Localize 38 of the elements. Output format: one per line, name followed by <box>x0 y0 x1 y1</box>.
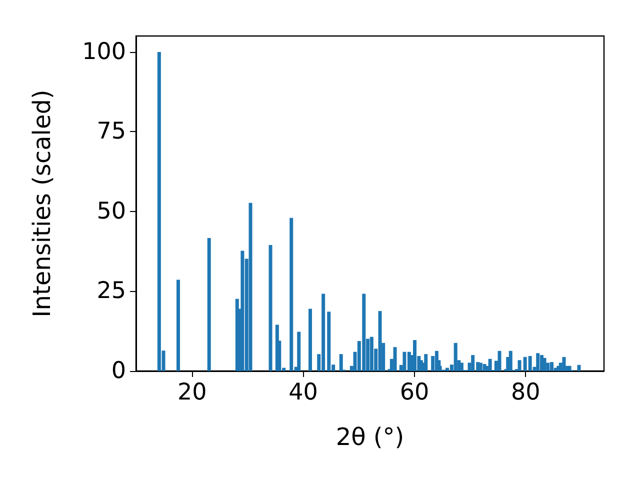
bar <box>370 336 374 371</box>
bar <box>577 364 581 371</box>
bar <box>412 340 416 371</box>
bar <box>550 362 554 371</box>
bar <box>478 362 482 371</box>
bar <box>460 362 464 371</box>
bar <box>454 342 458 371</box>
bar <box>446 368 450 371</box>
bar <box>297 332 301 371</box>
bar <box>508 350 512 371</box>
bar <box>268 244 272 371</box>
x-tick-label: 20 <box>177 380 207 406</box>
bar <box>518 360 522 371</box>
bar <box>568 366 572 371</box>
bar <box>542 358 546 371</box>
bar <box>176 280 180 371</box>
bar <box>339 354 343 371</box>
bar <box>248 202 252 371</box>
y-tick-label: 25 <box>96 278 126 304</box>
y-tick-label: 50 <box>96 198 126 224</box>
bar <box>498 350 502 371</box>
bar <box>290 218 294 371</box>
y-tick-label: 0 <box>111 358 126 384</box>
bar <box>536 353 540 371</box>
bar <box>207 238 211 371</box>
bar <box>488 358 492 371</box>
x-tick-label: 40 <box>288 380 318 406</box>
y-tick-label: 100 <box>82 38 126 65</box>
x-axis-title: 2θ (°) <box>336 423 404 451</box>
y-tick-label: 75 <box>96 118 126 145</box>
bar <box>308 308 312 371</box>
bar <box>562 356 566 371</box>
x-tick-label: 60 <box>400 380 430 406</box>
bar <box>378 311 382 371</box>
y-axis-title: Intensities (scaled) <box>28 90 56 318</box>
bar <box>393 347 397 371</box>
bar <box>327 312 331 371</box>
x-tick-label: 80 <box>510 380 540 406</box>
